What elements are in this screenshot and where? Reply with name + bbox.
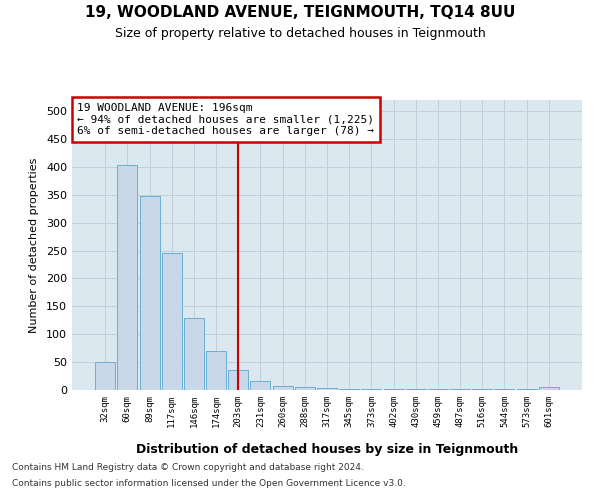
- Bar: [140, 196, 160, 390]
- Text: Size of property relative to detached houses in Teignmouth: Size of property relative to detached ho…: [115, 28, 485, 40]
- Text: Distribution of detached houses by size in Teignmouth: Distribution of detached houses by size …: [136, 442, 518, 456]
- Bar: [206, 351, 226, 390]
- Bar: [228, 370, 248, 390]
- Bar: [162, 254, 182, 390]
- Bar: [295, 387, 315, 390]
- Text: 19 WOODLAND AVENUE: 196sqm
← 94% of detached houses are smaller (1,225)
6% of se: 19 WOODLAND AVENUE: 196sqm ← 94% of deta…: [77, 103, 374, 136]
- Text: Contains public sector information licensed under the Open Government Licence v3: Contains public sector information licen…: [12, 478, 406, 488]
- Bar: [184, 318, 204, 390]
- Bar: [539, 387, 559, 390]
- Bar: [339, 389, 359, 390]
- Bar: [118, 165, 137, 390]
- Bar: [250, 380, 271, 390]
- Text: Contains HM Land Registry data © Crown copyright and database right 2024.: Contains HM Land Registry data © Crown c…: [12, 464, 364, 472]
- Bar: [317, 388, 337, 390]
- Bar: [95, 362, 115, 390]
- Bar: [272, 386, 293, 390]
- Y-axis label: Number of detached properties: Number of detached properties: [29, 158, 39, 332]
- Text: 19, WOODLAND AVENUE, TEIGNMOUTH, TQ14 8UU: 19, WOODLAND AVENUE, TEIGNMOUTH, TQ14 8U…: [85, 5, 515, 20]
